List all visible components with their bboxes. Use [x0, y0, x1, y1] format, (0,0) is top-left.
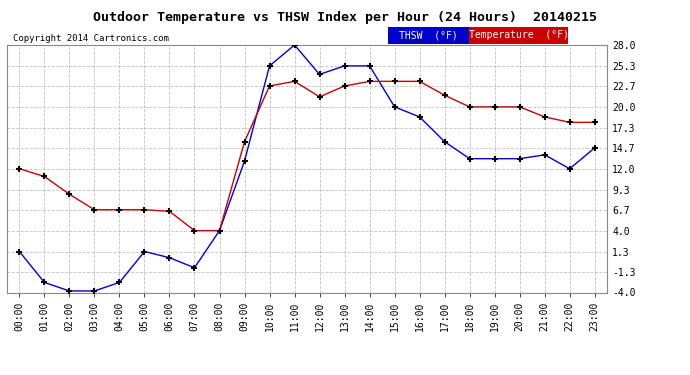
Text: Temperature  (°F): Temperature (°F)	[469, 30, 569, 40]
FancyBboxPatch shape	[469, 27, 568, 44]
FancyBboxPatch shape	[388, 27, 469, 44]
Text: Copyright 2014 Cartronics.com: Copyright 2014 Cartronics.com	[13, 33, 169, 42]
Text: THSW  (°F): THSW (°F)	[400, 30, 458, 40]
Text: Outdoor Temperature vs THSW Index per Hour (24 Hours)  20140215: Outdoor Temperature vs THSW Index per Ho…	[93, 11, 597, 24]
